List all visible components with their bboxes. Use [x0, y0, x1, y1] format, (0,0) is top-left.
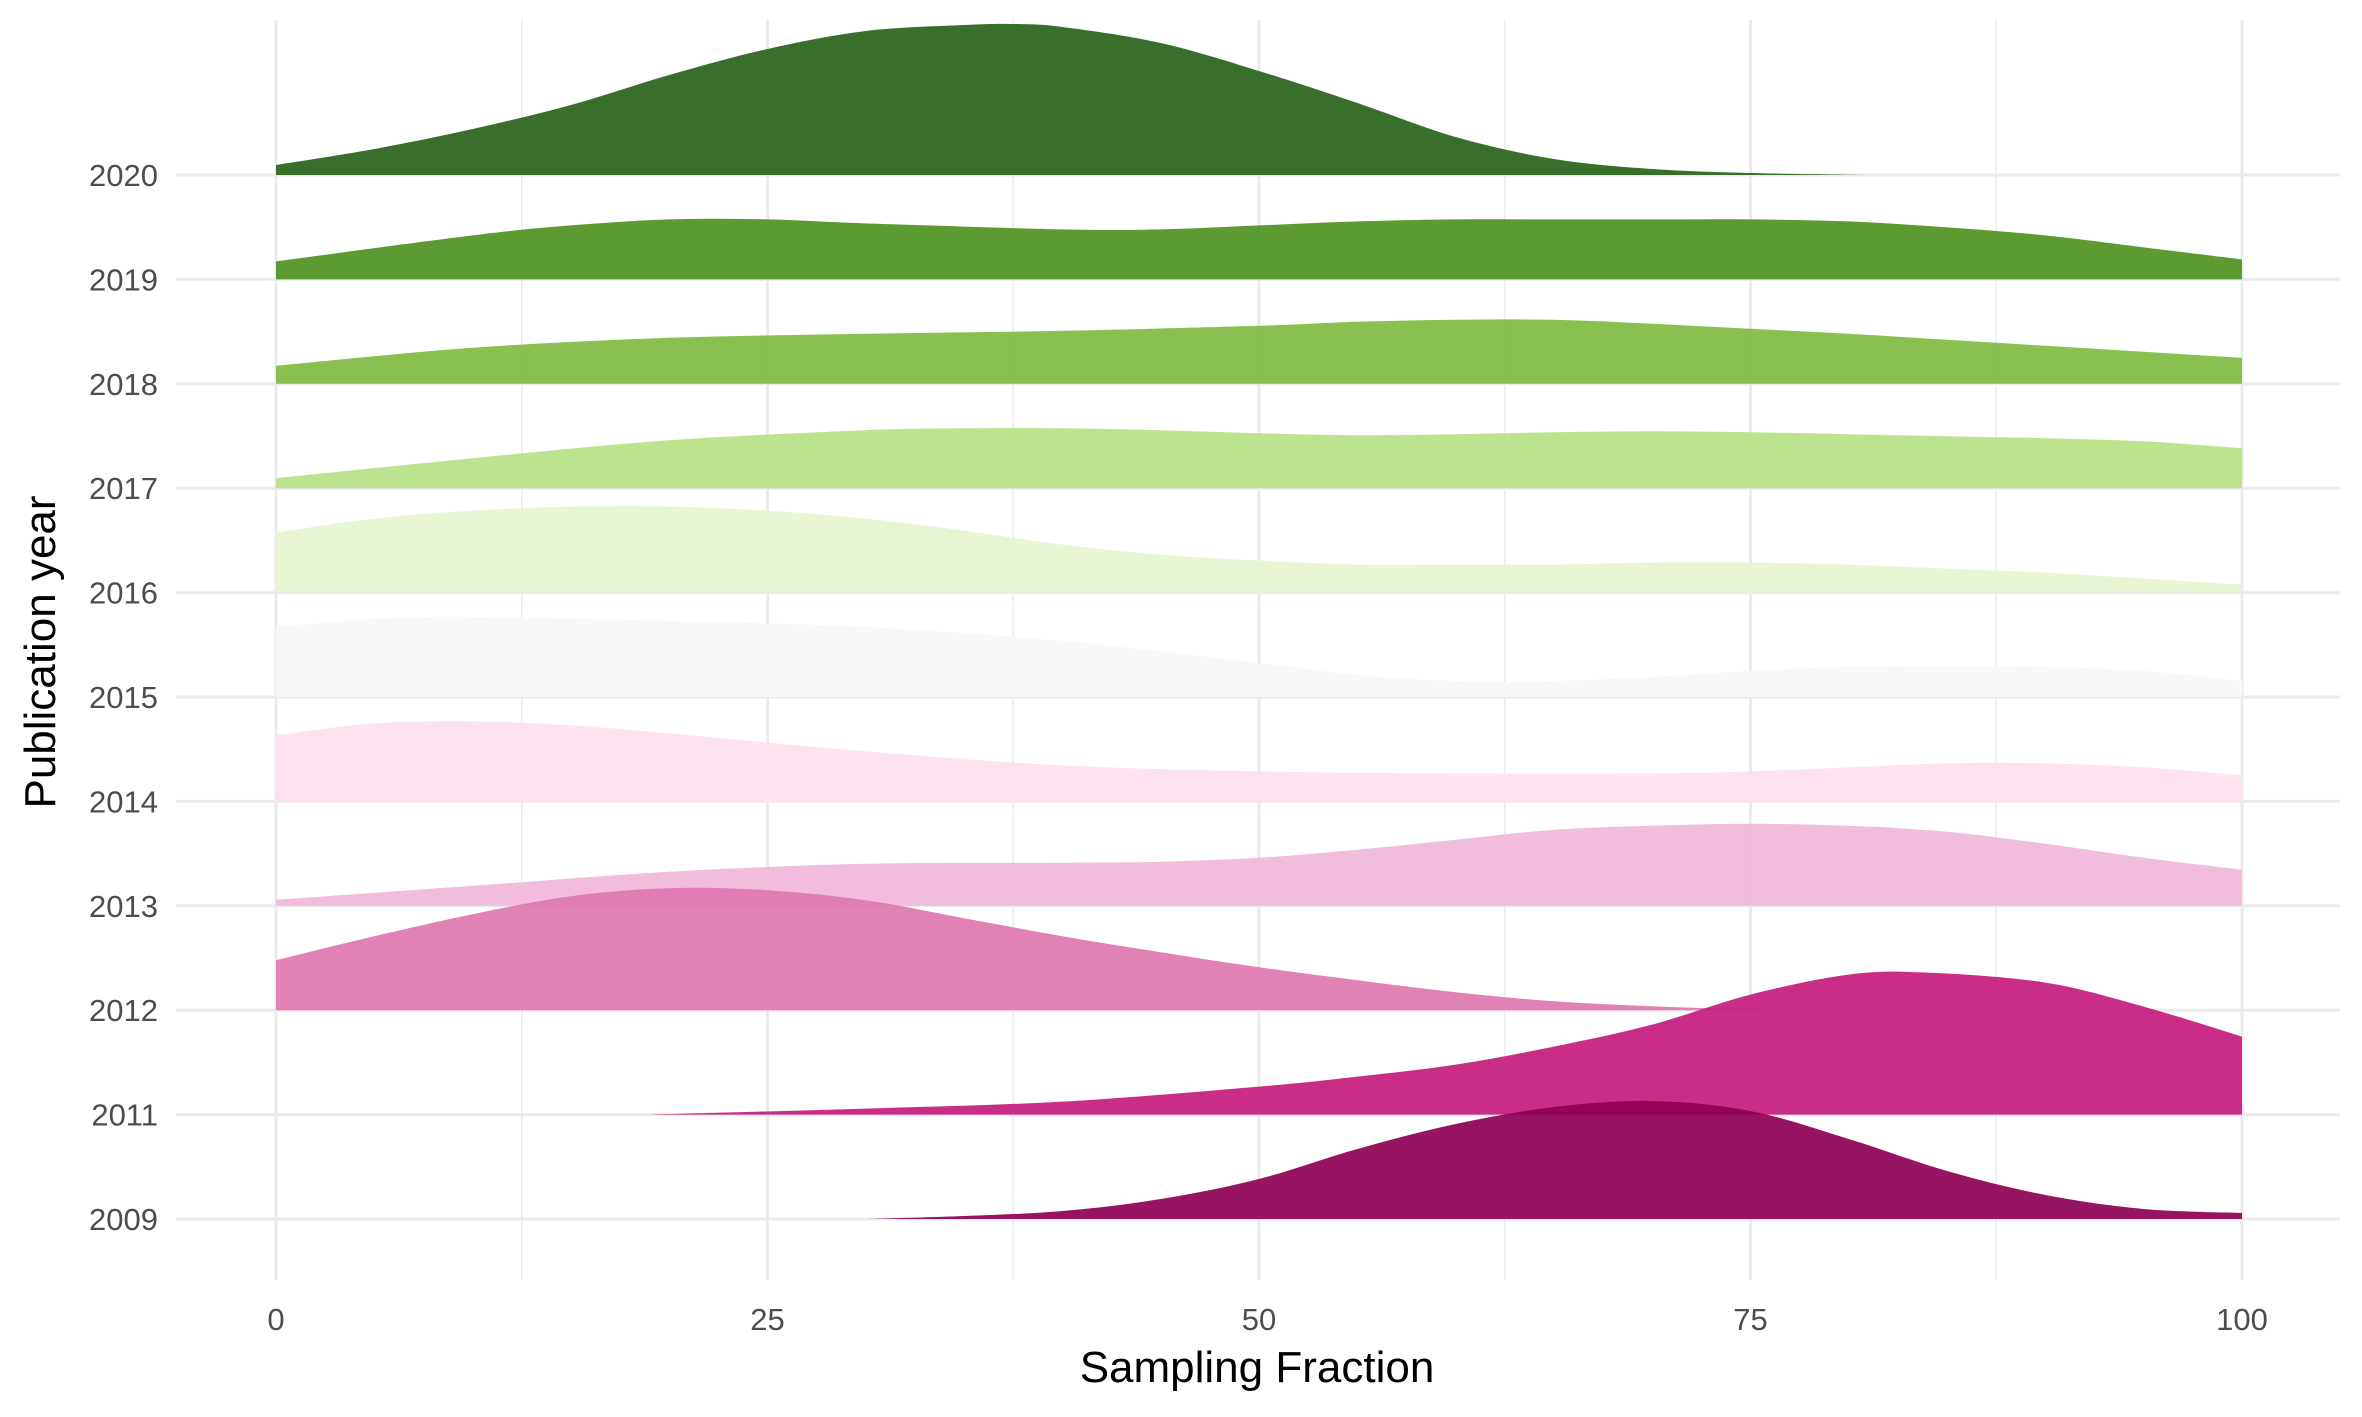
- ridge-2009: [865, 1100, 2242, 1219]
- x-tick-label: 50: [1242, 1302, 1276, 1337]
- x-tick-label: 25: [750, 1302, 784, 1337]
- y-tick-label: 2009: [89, 1202, 158, 1237]
- x-tick-label: 75: [1733, 1302, 1767, 1337]
- y-tick-label: 2011: [91, 1098, 158, 1133]
- ridge-2016: [276, 506, 2242, 593]
- x-tick-label: 100: [2216, 1302, 2268, 1337]
- ridge-2011: [649, 971, 2242, 1115]
- ridge-2013: [276, 823, 2242, 906]
- ridge-2018: [276, 319, 2242, 384]
- y-tick-label: 2020: [89, 158, 158, 193]
- y-tick-label: 2016: [89, 576, 158, 611]
- y-tick-label: 2015: [89, 680, 158, 715]
- ridge-2014: [276, 721, 2242, 802]
- y-tick-label: 2013: [89, 889, 158, 924]
- density-ridges: [276, 23, 2242, 1219]
- y-axis-title: Publication year: [16, 495, 65, 808]
- ridge-2017: [276, 427, 2242, 489]
- ridge-2015: [276, 616, 2242, 697]
- y-tick-label: 2014: [89, 784, 158, 819]
- x-tick-label: 0: [267, 1302, 284, 1337]
- ridge-2012: [276, 887, 2242, 1011]
- x-axis-title: Sampling Fraction: [1080, 1343, 1435, 1392]
- y-tick-label: 2012: [89, 993, 158, 1028]
- ridge-2019: [276, 218, 2242, 280]
- y-tick-label: 2017: [89, 471, 158, 506]
- x-tick-labels: 0 25 50 75 100: [267, 1302, 2267, 1337]
- y-tick-label: 2018: [89, 367, 158, 402]
- y-tick-label: 2019: [89, 262, 158, 297]
- y-tick-labels: 2009 2011 2012 2013 2014 2015 2016 2017 2018 2019…: [89, 158, 158, 1237]
- ridge-2020: [276, 23, 1869, 175]
